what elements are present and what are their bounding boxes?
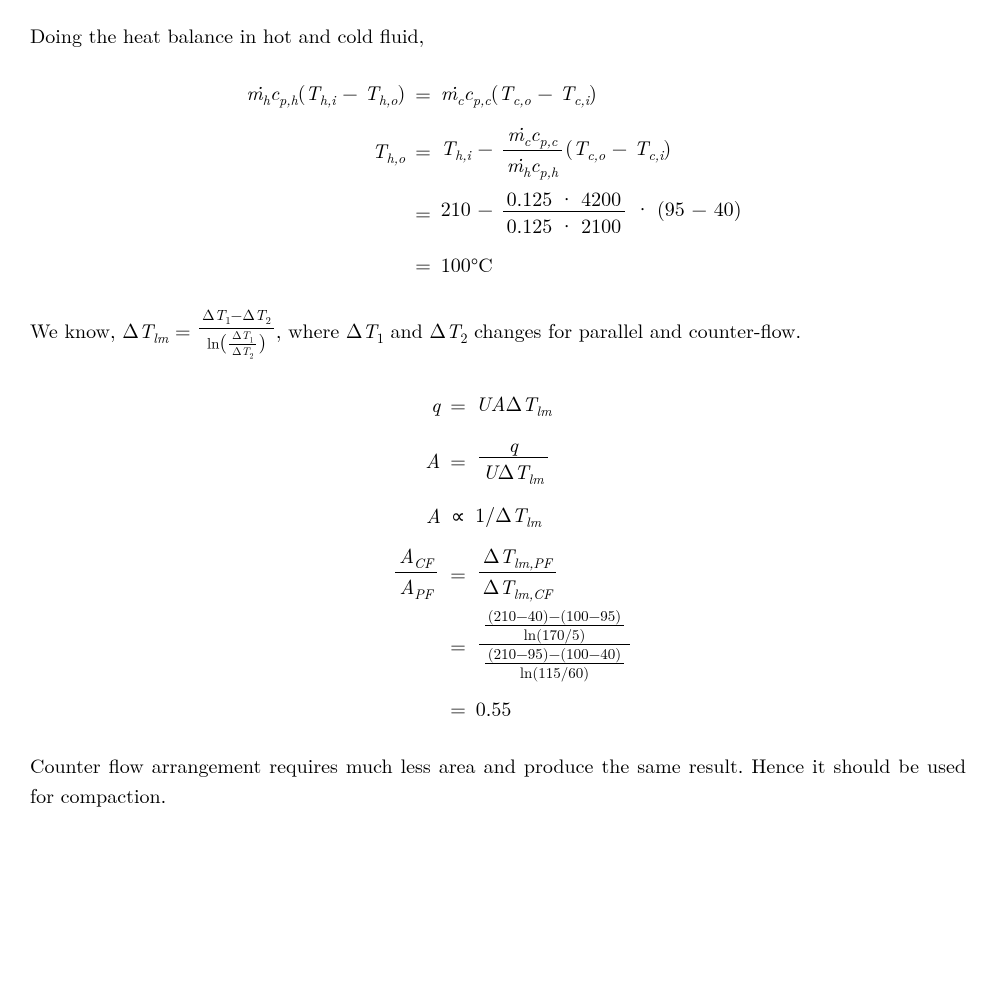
heat-balance-equations: ṁhcp,h(Th,i − Th,o) = ṁccp,c(Tc,o − Tc,i… [30, 70, 966, 286]
cf-ln: ln(115/60) [485, 664, 624, 682]
pf-ln: ln(170/5) [485, 626, 624, 644]
area-ratio-equations: q = UAΔTlm A = qUΔTlm A ∝ 1/ΔTlm ACFAPF … [30, 381, 966, 730]
tci-value: 40 [714, 193, 734, 222]
area-ratio-result: 0.55 [476, 693, 512, 722]
thi-value: 210 [441, 193, 471, 222]
num-mc-cpc: 0.125 · 4200 [503, 185, 625, 212]
lmtd-definition: We know, ΔTlm = ΔT1−ΔT2 ln(ΔT1ΔT2) , whe… [30, 306, 966, 361]
conclusion-text: Counter flow arrangement requires much l… [30, 750, 966, 810]
tho-result: 100 [441, 249, 471, 278]
para2-lead: We know, [30, 315, 122, 344]
den-mh-cph: 0.125 · 2100 [503, 212, 625, 238]
tco-value: 95 [665, 193, 685, 222]
intro-text: Doing the heat balance in hot and cold f… [30, 20, 966, 50]
